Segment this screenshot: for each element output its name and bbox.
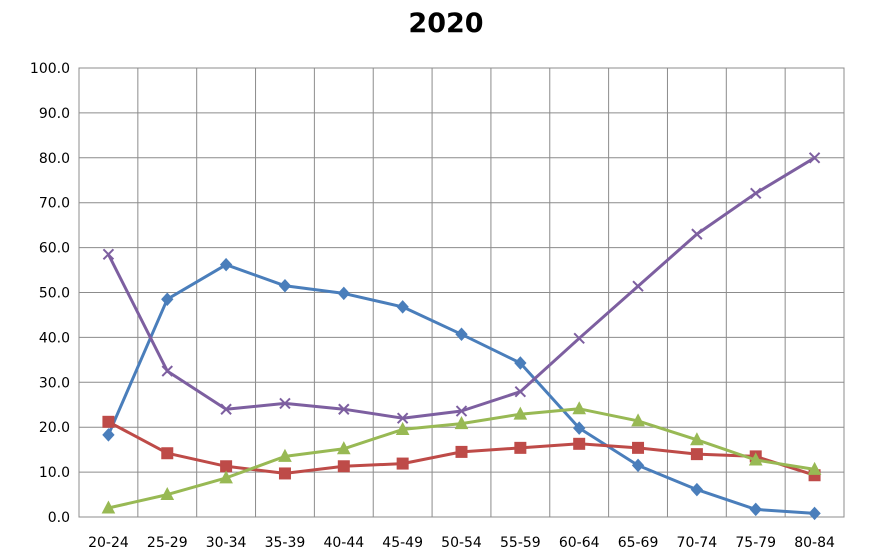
data-point xyxy=(219,470,233,484)
data-point xyxy=(396,300,409,314)
data-point xyxy=(278,467,291,480)
data-point xyxy=(808,506,821,521)
data-point xyxy=(161,292,174,306)
data-point xyxy=(338,403,350,415)
series-diamond xyxy=(102,257,821,521)
x-tick-label: 30-34 xyxy=(206,535,247,551)
plot-grid xyxy=(78,67,845,518)
data-point xyxy=(455,405,468,417)
data-point xyxy=(337,460,350,473)
data-point xyxy=(337,286,350,301)
data-point xyxy=(749,502,762,517)
data-point xyxy=(102,248,115,261)
series-line xyxy=(106,263,817,515)
data-point xyxy=(454,416,469,430)
y-tick-label: 40.0 xyxy=(39,330,70,346)
data-point xyxy=(691,228,703,240)
data-point xyxy=(573,437,586,450)
data-point xyxy=(573,332,585,345)
data-point xyxy=(396,457,409,470)
data-point xyxy=(750,187,762,199)
y-tick-label: 0.0 xyxy=(48,510,70,526)
data-point xyxy=(573,421,586,435)
x-tick-label: 80-84 xyxy=(794,535,835,551)
series-square xyxy=(102,415,821,482)
data-point xyxy=(219,257,233,272)
plot-frame xyxy=(78,67,845,518)
data-point xyxy=(631,413,645,427)
data-point xyxy=(160,486,175,501)
data-point xyxy=(336,441,351,455)
data-point xyxy=(631,458,645,473)
data-point xyxy=(690,448,703,461)
data-point xyxy=(513,406,528,420)
data-point xyxy=(278,448,292,462)
data-point xyxy=(514,386,527,398)
y-tick-label: 10.0 xyxy=(39,465,70,481)
data-point xyxy=(748,452,763,466)
data-point xyxy=(690,482,704,497)
data-point xyxy=(514,441,527,454)
x-tick-label: 20-24 xyxy=(88,535,129,551)
data-point xyxy=(572,401,587,415)
x-tick-label: 70-74 xyxy=(677,535,718,551)
data-point xyxy=(278,279,292,293)
series-triangle xyxy=(101,401,822,514)
series-line xyxy=(106,156,817,420)
data-point xyxy=(455,327,468,341)
data-point xyxy=(455,445,468,458)
data-point xyxy=(632,280,644,292)
y-tick-label: 30.0 xyxy=(39,375,70,391)
data-point xyxy=(396,412,409,424)
data-point xyxy=(102,415,115,428)
y-tick-label: 50.0 xyxy=(39,286,70,302)
y-tick-label: 20.0 xyxy=(39,420,70,436)
data-point xyxy=(514,356,527,370)
series-layer xyxy=(101,152,822,521)
data-point xyxy=(101,500,116,514)
data-point xyxy=(808,152,821,164)
x-tick-label: 75-79 xyxy=(735,535,776,551)
data-point xyxy=(807,461,822,475)
data-point xyxy=(161,365,173,377)
y-axis-ticks: 0.0 10.0 20.0 30.0 40.0 50.0 60.0 70.0 80.0 90.0 1… xyxy=(30,61,70,526)
y-tick-label: 90.0 xyxy=(39,106,70,122)
x-tick-label: 40-44 xyxy=(323,535,364,551)
y-tick-label: 60.0 xyxy=(39,241,70,257)
data-point xyxy=(279,397,291,410)
x-tick-label: 55-59 xyxy=(500,535,541,551)
y-tick-label: 100.0 xyxy=(30,61,70,77)
x-tick-label: 65-69 xyxy=(618,535,659,551)
x-tick-label: 60-64 xyxy=(559,535,600,551)
x-axis-ticks: 20-24 25-29 30-34 35-39 40-44 45-49 50-54 55-59… xyxy=(88,535,835,551)
data-point xyxy=(220,460,233,473)
data-point xyxy=(395,421,410,435)
data-point xyxy=(161,447,174,460)
data-point xyxy=(102,428,115,442)
y-tick-label: 80.0 xyxy=(39,151,70,167)
data-point xyxy=(690,432,704,446)
data-point xyxy=(632,441,645,454)
chart-title: 2020 xyxy=(408,8,483,39)
y-tick-label: 70.0 xyxy=(39,196,70,212)
x-tick-label: 35-39 xyxy=(265,535,306,551)
x-tick-label: 25-29 xyxy=(147,535,188,551)
x-tick-label: 45-49 xyxy=(382,535,423,551)
x-tick-label: 50-54 xyxy=(441,535,482,551)
series-x xyxy=(102,152,821,424)
data-point xyxy=(220,403,232,415)
